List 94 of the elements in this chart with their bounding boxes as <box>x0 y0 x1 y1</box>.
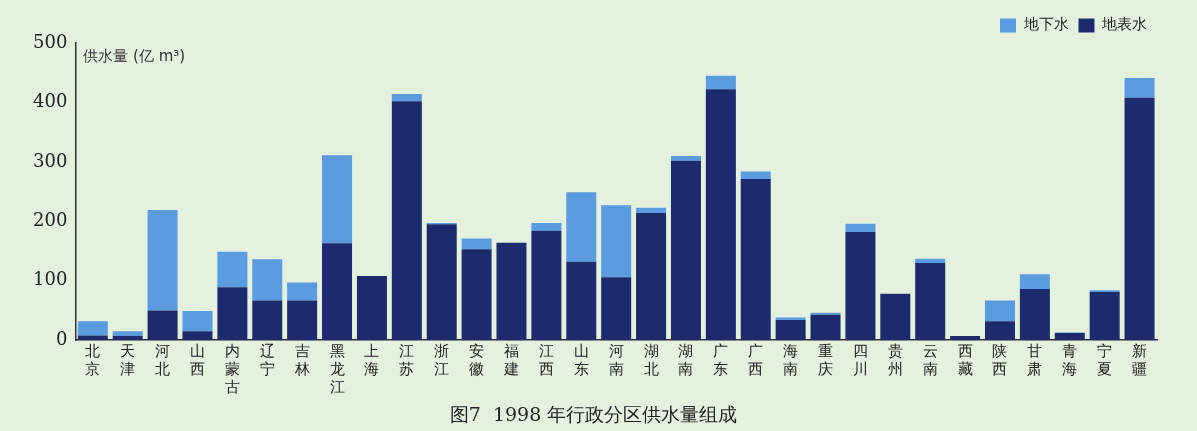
bar <box>915 258 946 263</box>
x-tick-label: 黑龙江 <box>329 342 345 397</box>
x-tick-label: 山东 <box>573 342 589 379</box>
bar <box>356 276 387 341</box>
bar <box>915 262 946 341</box>
x-tick-label: 江西 <box>538 342 554 379</box>
bar <box>950 336 981 341</box>
y-tick-label: 0 <box>55 327 68 349</box>
x-tick-label: 宁夏 <box>1097 342 1113 379</box>
bar <box>77 335 108 341</box>
bar <box>1019 289 1050 341</box>
bar <box>601 205 632 278</box>
bar <box>1019 274 1050 290</box>
x-tick-label: 上海 <box>364 342 380 379</box>
bar <box>112 331 143 337</box>
bar <box>217 251 248 288</box>
bar <box>1054 333 1085 341</box>
x-tick-label: 广西 <box>748 342 764 379</box>
bar <box>182 331 213 341</box>
bar <box>566 192 597 262</box>
x-tick-label: 北京 <box>85 342 101 379</box>
x-tick-label: 陕西 <box>992 342 1008 379</box>
bar <box>880 293 911 341</box>
y-tick-label: 500 <box>33 30 68 52</box>
bar <box>775 319 806 341</box>
x-tick-label: 内蒙古 <box>224 342 240 397</box>
bar <box>112 336 143 341</box>
x-tick-label: 青海 <box>1062 342 1078 379</box>
bar <box>984 321 1015 341</box>
bar <box>636 207 667 213</box>
bar <box>391 94 422 102</box>
bar <box>636 213 667 341</box>
bar <box>984 300 1015 322</box>
bar <box>77 321 108 336</box>
text: 图7 1998 年行政分区供水量组成 <box>449 402 738 425</box>
bar <box>426 224 457 341</box>
x-tick-label: 天津 <box>120 342 136 379</box>
x-tick-label: 湖南 <box>678 342 694 379</box>
bar <box>670 160 701 341</box>
x-tick-label: 吉林 <box>293 342 310 379</box>
bar <box>705 75 736 90</box>
bar <box>740 171 771 180</box>
bar <box>845 223 876 233</box>
y-tick-label: 200 <box>33 208 68 230</box>
x-tick-label: 湖北 <box>643 342 659 379</box>
bar <box>287 282 318 301</box>
x-tick-label: 山西 <box>189 342 205 379</box>
legend-label: 地下水 <box>1022 15 1069 34</box>
bar <box>322 155 353 244</box>
x-tick-label: 四川 <box>852 342 868 379</box>
bar <box>810 314 841 341</box>
x-tick-label: 新疆 <box>1132 342 1148 379</box>
bar <box>147 210 178 311</box>
y-axis-title: 供水量 (亿 m³) <box>83 46 186 65</box>
bar <box>496 242 527 341</box>
bar <box>566 261 597 341</box>
bar <box>845 232 876 341</box>
bar <box>1124 78 1155 98</box>
bar <box>391 101 422 341</box>
x-tick-label: 安徽 <box>469 342 485 379</box>
bar <box>461 238 492 250</box>
bar <box>740 179 771 341</box>
x-tick-label: 重庆 <box>818 342 834 379</box>
bar <box>531 223 562 231</box>
x-tick-label: 甘肃 <box>1027 342 1043 379</box>
x-tick-label: 云南 <box>922 342 938 379</box>
bar <box>670 155 701 161</box>
x-tick-label: 浙江 <box>434 342 450 379</box>
bar <box>705 89 736 341</box>
bar <box>182 311 213 332</box>
x-tick-label: 辽宁 <box>259 342 275 379</box>
y-tick-label: 100 <box>33 268 68 290</box>
x-tick-label: 河南 <box>608 342 624 379</box>
bar <box>461 249 492 341</box>
bar <box>1089 292 1120 341</box>
bar <box>601 277 632 341</box>
x-tick-label: 广东 <box>713 342 729 379</box>
x-tick-label: 西藏 <box>957 342 973 379</box>
bar <box>1124 97 1155 341</box>
legend-label: 地表水 <box>1101 15 1147 34</box>
x-tick-label: 河北 <box>155 342 171 379</box>
bar <box>322 243 353 341</box>
bar <box>252 300 283 341</box>
x-tick-label: 海南 <box>783 342 799 379</box>
x-tick-label: 贵州 <box>887 342 903 379</box>
bar <box>217 287 248 341</box>
x-tick-label: 福建 <box>503 342 519 379</box>
bar <box>147 310 178 341</box>
y-tick-label: 300 <box>33 149 68 171</box>
bar <box>287 300 318 341</box>
x-tick-label: 江苏 <box>399 342 415 379</box>
y-tick-label: 400 <box>33 90 68 112</box>
bar <box>531 230 562 341</box>
bar <box>252 259 283 301</box>
